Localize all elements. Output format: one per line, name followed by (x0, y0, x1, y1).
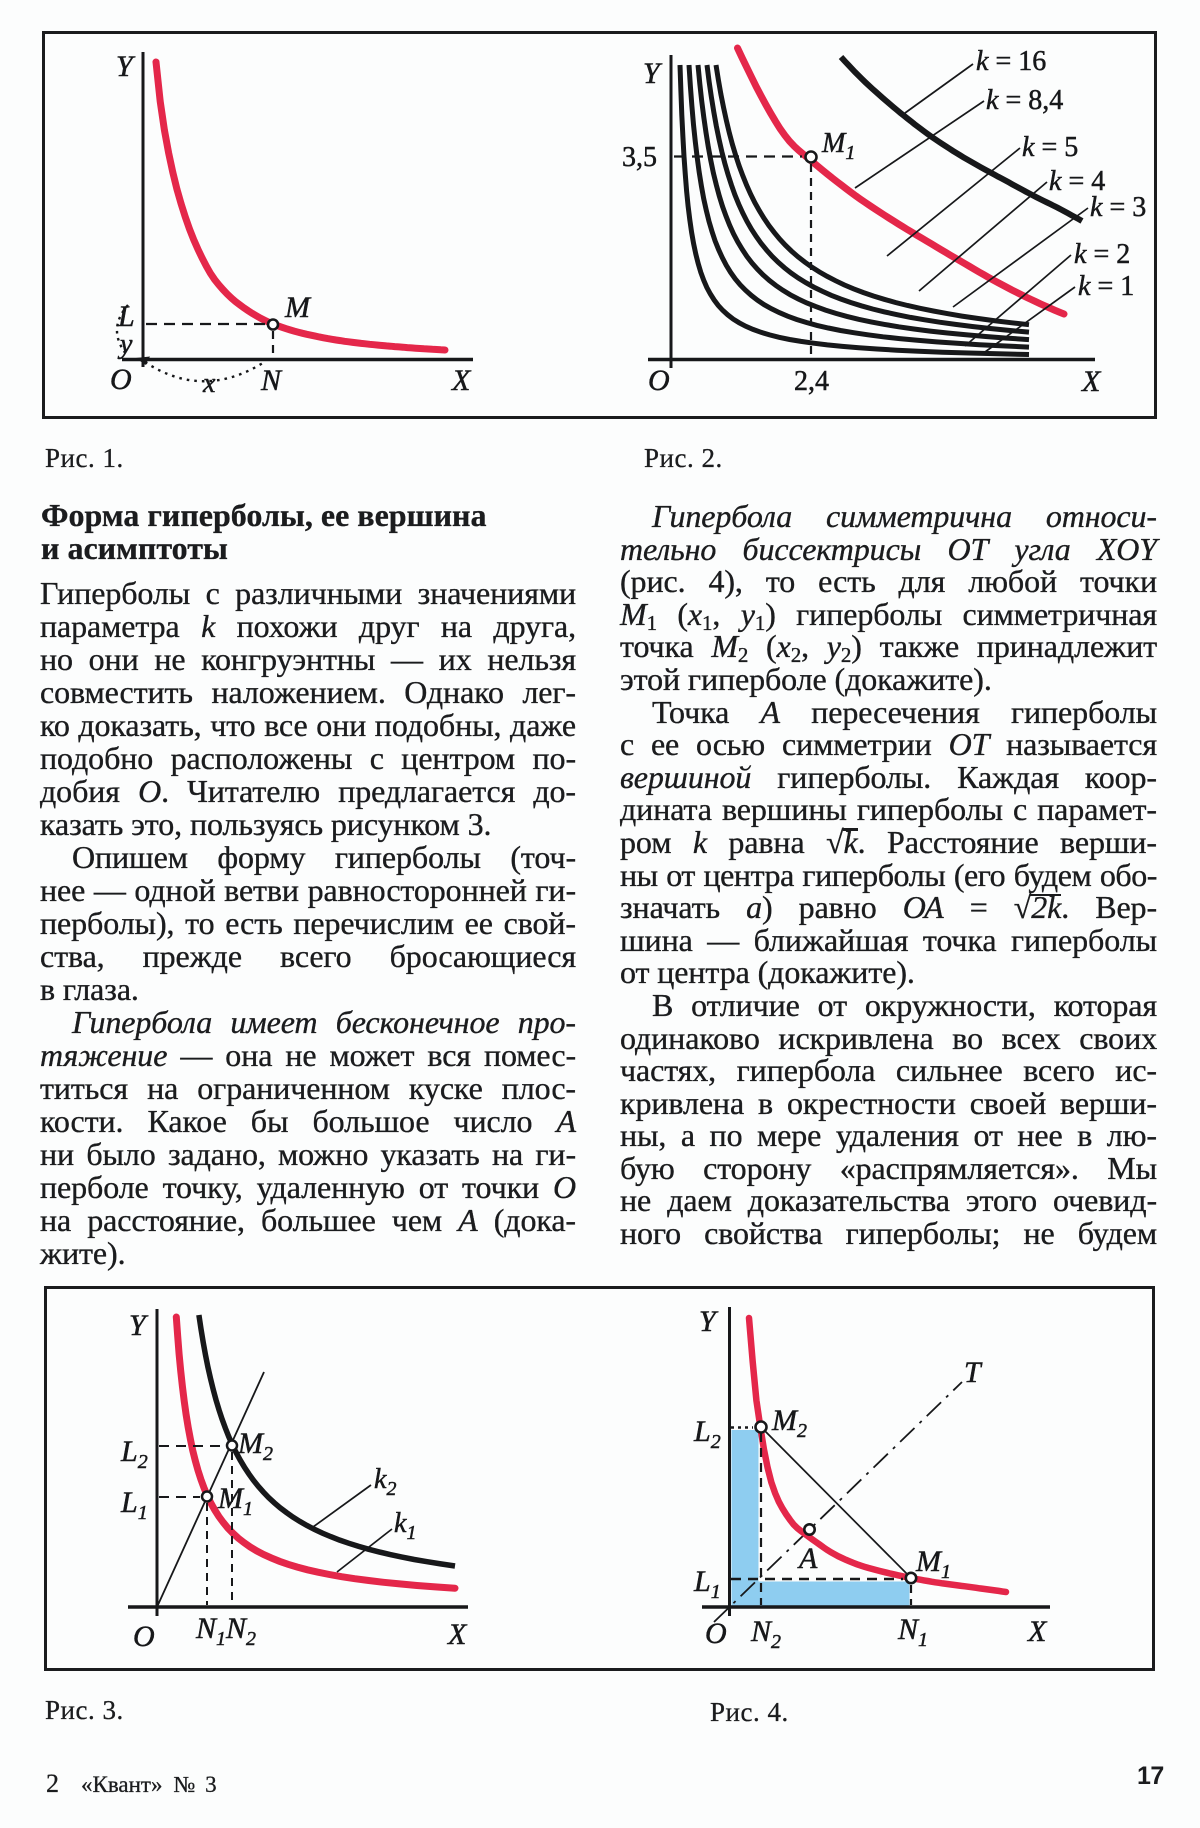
svg-text:k = 1: k = 1 (1078, 271, 1134, 302)
svg-text:L1: L1 (693, 1565, 721, 1603)
svg-text:O: O (110, 363, 132, 396)
svg-text:X: X (1027, 1615, 1048, 1648)
svg-text:L: L (117, 300, 135, 333)
svg-text:N2: N2 (225, 1612, 256, 1650)
svg-text:M1: M1 (821, 128, 855, 164)
svg-text:X: X (1081, 365, 1102, 398)
svg-text:k = 2: k = 2 (1074, 239, 1130, 270)
svg-text:L1: L1 (120, 1486, 148, 1524)
svg-text:Y: Y (699, 1305, 719, 1338)
svg-text:X: X (447, 1618, 468, 1651)
svg-text:A: A (797, 1542, 818, 1575)
svg-text:M1: M1 (217, 1482, 253, 1520)
svg-text:y: y (117, 329, 133, 360)
svg-text:N: N (260, 364, 283, 397)
svg-text:k2: k2 (374, 1464, 396, 1500)
svg-text:M1: M1 (915, 1545, 951, 1583)
svg-text:N1: N1 (195, 1612, 226, 1650)
svg-text:k = 4: k = 4 (1049, 166, 1105, 197)
svg-text:N1: N1 (897, 1613, 928, 1651)
svg-text:3,5: 3,5 (622, 142, 657, 173)
svg-text:X: X (451, 364, 472, 397)
svg-text:k = 5: k = 5 (1022, 132, 1078, 163)
svg-text:M2: M2 (237, 1427, 273, 1465)
svg-text:O: O (648, 364, 670, 397)
svg-text:Y: Y (116, 50, 136, 83)
svg-text:Y: Y (643, 57, 663, 90)
svg-text:x: x (202, 368, 216, 399)
svg-text:k1: k1 (394, 1508, 416, 1544)
svg-text:k = 8,4: k = 8,4 (986, 85, 1063, 116)
svg-text:O: O (705, 1617, 727, 1650)
svg-text:T: T (964, 1356, 983, 1389)
svg-text:M: M (284, 291, 312, 324)
svg-text:Y: Y (129, 1309, 149, 1342)
svg-text:k = 3: k = 3 (1090, 192, 1146, 223)
svg-text:O: O (133, 1620, 155, 1653)
svg-text:N2: N2 (750, 1615, 781, 1653)
svg-text:L2: L2 (120, 1435, 148, 1473)
svg-text:2,4: 2,4 (794, 366, 829, 397)
svg-text:k = 16: k = 16 (976, 46, 1046, 77)
svg-text:L2: L2 (693, 1415, 721, 1453)
svg-text:M2: M2 (771, 1404, 807, 1442)
